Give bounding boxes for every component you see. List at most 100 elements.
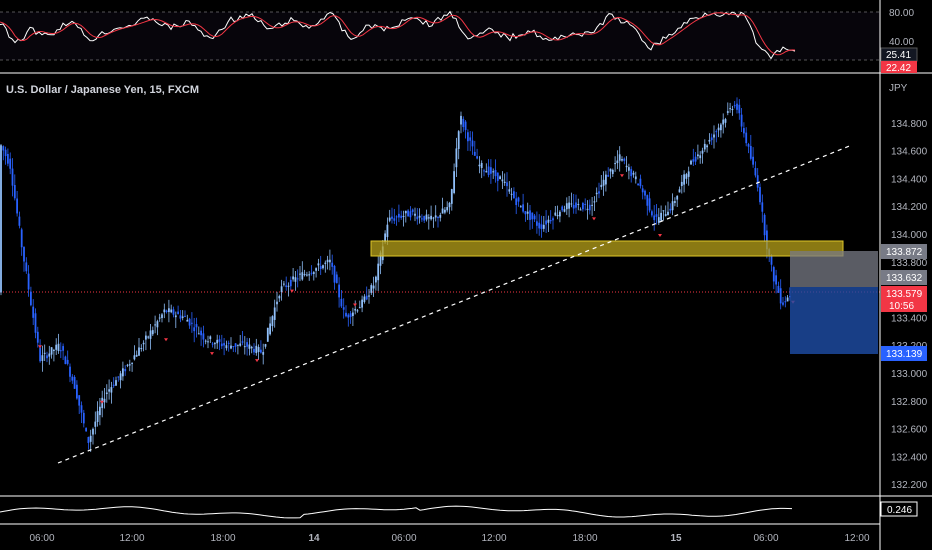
candle-body: [616, 160, 619, 164]
support-zone[interactable]: [370, 240, 844, 257]
candle-body: [352, 312, 354, 316]
candle-body: [393, 218, 396, 221]
candle-body: [552, 218, 554, 221]
candle-body: [283, 283, 285, 285]
candle-body: [770, 255, 773, 265]
candle-body: [565, 203, 568, 210]
candle-body: [632, 172, 635, 175]
candle-body: [706, 145, 708, 148]
candle-body: [607, 175, 610, 177]
candle-body: [559, 211, 561, 217]
candle-body: [250, 346, 253, 349]
candle-body: [759, 187, 761, 203]
candle-body: [39, 347, 41, 362]
candle-body: [641, 188, 644, 193]
candle-body: [588, 204, 591, 211]
candle-body: [430, 215, 432, 220]
candle-body: [657, 217, 660, 223]
target-zone[interactable]: [790, 251, 878, 287]
candle-body: [563, 209, 566, 212]
trendline[interactable]: [57, 144, 853, 464]
candle-body: [11, 168, 14, 186]
rsi-level-80-label: 80.00: [889, 8, 914, 19]
candle-body: [508, 189, 511, 192]
candle-body: [248, 344, 251, 349]
candle-body: [287, 285, 290, 287]
stop-price-label: 133.139: [886, 349, 923, 360]
candle-body: [462, 118, 465, 128]
candle-body: [317, 263, 320, 266]
candle-body: [347, 314, 350, 318]
sell-signal-marker: [353, 303, 357, 307]
time-tick-label: 18:00: [210, 533, 235, 544]
candle-body: [694, 156, 697, 162]
candle-body: [595, 192, 598, 195]
candle-body: [572, 204, 575, 209]
candle-body: [338, 284, 340, 298]
candle-body: [308, 274, 311, 276]
candle-body: [2, 146, 5, 151]
price-pane[interactable]: U.S. Dollar / Japanese Yen, 15, FXCM: [0, 84, 880, 464]
candle-body: [59, 350, 62, 352]
candle-body: [30, 291, 32, 306]
candle-body: [409, 211, 412, 218]
candle-body: [149, 330, 152, 339]
candle-body: [439, 214, 442, 218]
candle-body: [131, 362, 133, 364]
candle-body: [579, 209, 582, 211]
candle-body: [220, 343, 223, 347]
candle-body: [82, 412, 85, 424]
candle-body: [441, 208, 444, 214]
price-tick-label: 132.200: [891, 480, 928, 491]
candle-body: [701, 150, 704, 154]
candle-body: [703, 143, 706, 150]
candle-body: [345, 312, 347, 317]
candle-body: [434, 215, 437, 218]
candle-body: [138, 347, 140, 356]
time-tick-label: 12:00: [844, 533, 869, 544]
candle-body: [692, 159, 695, 162]
candle-body: [731, 109, 734, 111]
candle-body: [618, 154, 621, 161]
time-axis[interactable]: 06:00 12:00 18:00 14 06:00 12:00 18:00 15 06:00 1…: [29, 533, 869, 544]
candle-body: [605, 174, 607, 185]
candle-body: [598, 191, 600, 194]
candle-body: [119, 373, 122, 381]
candle-body: [27, 273, 30, 290]
candle-body: [13, 185, 16, 199]
candle-body: [174, 315, 177, 318]
sell-signal-marker: [100, 400, 104, 404]
candle-body: [713, 134, 715, 138]
candle-body: [634, 176, 637, 180]
candle-body: [432, 217, 435, 219]
candle-body: [301, 272, 304, 280]
sell-signal-marker: [290, 289, 294, 293]
price-axis[interactable]: 80.00 40.00 25.41 22.42 JPY 134.800 134.6…: [879, 0, 928, 550]
candle-body: [273, 307, 276, 320]
candle-body: [761, 202, 764, 212]
candle-body: [43, 352, 46, 354]
candle-body: [4, 149, 7, 157]
candle-body: [503, 181, 506, 183]
candle-body: [460, 115, 462, 125]
candle-body: [115, 380, 117, 386]
candle-body: [57, 343, 60, 351]
candle-body: [7, 154, 9, 164]
candle-body: [391, 216, 393, 219]
candle-body: [202, 333, 205, 340]
price-tick-label: 134.800: [891, 119, 928, 130]
candle-body: [549, 220, 552, 222]
sell-signal-marker: [164, 338, 168, 342]
candle-body: [743, 128, 745, 134]
stop-zone[interactable]: [790, 287, 878, 354]
candle-body: [678, 189, 681, 193]
candle-body: [133, 355, 136, 360]
candle-body: [48, 353, 51, 357]
candle-body: [404, 210, 407, 214]
candle-body: [473, 151, 476, 156]
candle-body: [738, 104, 741, 114]
candle-body: [561, 206, 564, 211]
candle-body: [536, 221, 538, 226]
candle-body: [674, 201, 676, 203]
